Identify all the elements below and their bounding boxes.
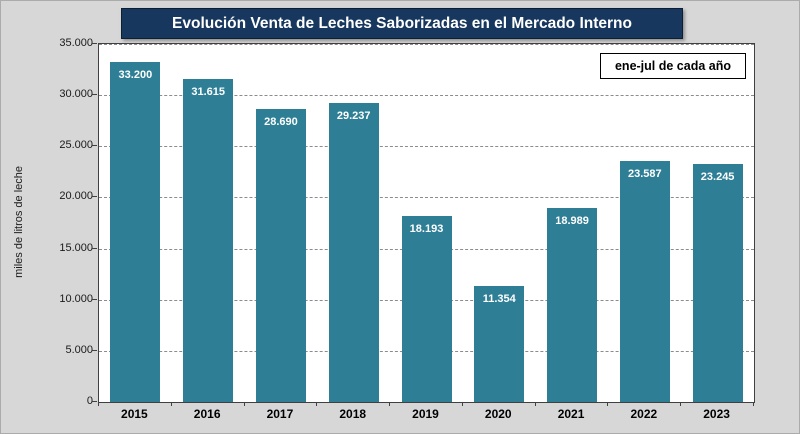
- bar-2016: 31.615: [183, 78, 234, 402]
- y-axis-title: miles de litros de leche: [13, 166, 25, 278]
- x-axis-label-2023: 2023: [703, 407, 730, 421]
- y-tick-label: 35.000: [59, 37, 93, 49]
- plot-area: ene-jul de cada año 33.200 31.615 28.690 29…: [98, 43, 755, 403]
- bar-2019: 18.193: [401, 215, 452, 402]
- gridline: [99, 95, 754, 97]
- x-tick-mark: [461, 402, 463, 406]
- y-axis-title-wrap: miles de litros de leche: [9, 43, 29, 401]
- y-tick-label: 5.000: [65, 343, 93, 356]
- x-tick-mark: [243, 402, 245, 406]
- y-tick-label: 15.000: [59, 241, 93, 254]
- y-tick-label: 0: [86, 395, 93, 407]
- x-tick-mark: [316, 402, 318, 406]
- x-axis-label-2022: 2022: [630, 407, 658, 421]
- bar-value-label: 11.354: [482, 292, 516, 305]
- bar-2018: 29.237: [328, 102, 379, 402]
- x-tick-mark: [753, 402, 754, 406]
- bar-2015: 33.200: [110, 62, 161, 402]
- x-tick-mark: [389, 402, 391, 406]
- gridline: [99, 146, 754, 148]
- note-box: ene-jul de cada año: [599, 53, 746, 79]
- chart-title: Evolución Venta de Leches Saborizadas en…: [121, 8, 683, 39]
- x-axis-label-2019: 2019: [412, 407, 439, 421]
- bar-value-label: 23.587: [628, 167, 662, 180]
- y-tick-mark: [92, 43, 97, 44]
- bar-value-label: 28.690: [264, 115, 298, 128]
- x-axis-label-2020: 2020: [484, 407, 512, 421]
- y-tick-label: 20.000: [59, 190, 93, 203]
- y-tick-label: 10.000: [59, 292, 93, 305]
- bar-value-label: 29.237: [336, 109, 371, 122]
- x-tick-mark: [607, 402, 609, 406]
- gridline: [99, 44, 754, 45]
- x-tick-mark: [98, 402, 99, 406]
- x-axis-label-2021: 2021: [557, 407, 585, 421]
- bar-value-label: 31.615: [191, 85, 225, 98]
- bar-value-label: 18.193: [409, 222, 444, 235]
- y-tick-mark: [92, 349, 97, 351]
- bar-2022: 23.587: [619, 160, 670, 402]
- y-tick-mark: [92, 247, 97, 249]
- y-tick-mark: [92, 196, 97, 198]
- bar-2021: 18.989: [547, 207, 598, 402]
- x-axis-label-2015: 2015: [121, 407, 148, 421]
- y-tick-label: 30.000: [59, 88, 93, 101]
- gridline: [99, 197, 754, 199]
- y-tick-mark: [92, 298, 97, 300]
- bar-value-label: 18.989: [555, 214, 589, 227]
- bar-2023: 23.245: [692, 164, 743, 402]
- bar-value-label: 23.245: [700, 171, 735, 184]
- bar-2017: 28.690: [255, 108, 306, 402]
- x-axis-label-2018: 2018: [339, 407, 367, 421]
- x-axis-label-2017: 2017: [266, 407, 294, 421]
- x-tick-mark: [534, 402, 536, 406]
- y-tick-mark: [92, 145, 97, 147]
- x-tick-mark: [170, 402, 172, 406]
- y-tick-mark: [92, 401, 97, 402]
- y-tick-mark: [92, 94, 97, 96]
- x-tick-mark: [680, 402, 682, 406]
- y-tick-label: 25.000: [59, 139, 93, 152]
- bar-2020: 11.354: [474, 285, 525, 402]
- x-axis-label-2016: 2016: [193, 407, 221, 421]
- bar-value-label: 33.200: [118, 69, 153, 82]
